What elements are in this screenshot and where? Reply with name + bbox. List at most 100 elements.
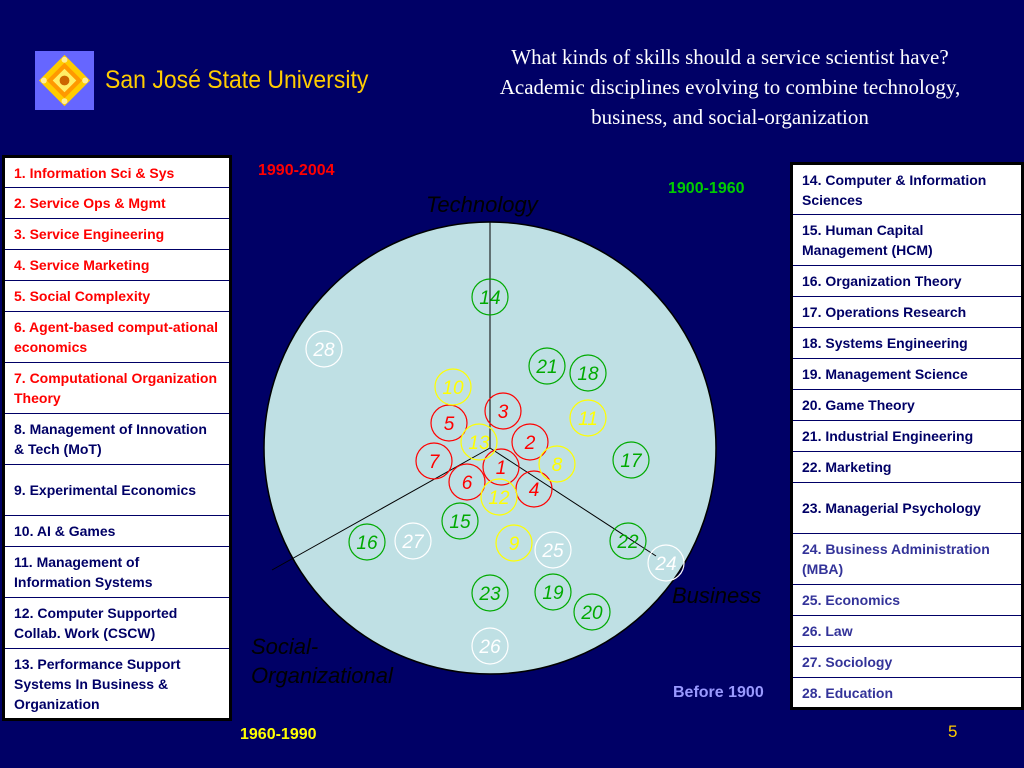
node-circle	[528, 347, 566, 385]
table-row: 5. Social Complexity	[3, 280, 231, 312]
table-cell: 18. Systems Engineering	[791, 327, 1023, 359]
table-cell: 10. AI & Games	[3, 515, 231, 547]
node-circle	[534, 573, 572, 611]
table-row: 9. Experimental Economics	[3, 464, 231, 516]
table-row: 23. Managerial Psychology	[791, 482, 1023, 534]
discipline-node: 16	[348, 523, 386, 561]
node-label: 3	[498, 402, 509, 423]
node-label: 6	[462, 473, 473, 494]
table-row: 12. Computer Supported Collab. Work (CSC…	[3, 597, 231, 649]
discipline-node: 2	[511, 423, 549, 461]
table-cell: 7. Computational Organization Theory	[3, 362, 231, 414]
node-label: 4	[529, 480, 540, 501]
table-row: 18. Systems Engineering	[791, 327, 1023, 359]
table-row: 16. Organization Theory	[791, 265, 1023, 297]
discipline-node: 27	[394, 522, 432, 560]
node-circle	[415, 442, 453, 480]
node-label: 11	[578, 409, 598, 430]
table-row: 2. Service Ops & Mgmt	[3, 187, 231, 219]
node-label: 5	[444, 414, 455, 435]
table-cell: 12. Computer Supported Collab. Work (CSC…	[3, 597, 231, 649]
table-cell: 5. Social Complexity	[3, 280, 231, 312]
social-label-line-1: Social-	[251, 634, 319, 659]
table-cell: 17. Operations Research	[791, 296, 1023, 328]
table-cell: 15. Human Capital Management (HCM)	[791, 214, 1023, 266]
table-cell: 26. Law	[791, 615, 1023, 647]
node-circle	[482, 448, 520, 486]
table-cell: 20. Game Theory	[791, 389, 1023, 421]
table-cell: 22. Marketing	[791, 451, 1023, 483]
discipline-node: 15	[441, 502, 479, 540]
node-circle	[441, 502, 479, 540]
node-label: 10	[442, 378, 464, 399]
node-label: 2	[524, 433, 536, 454]
discipline-node: 22	[609, 522, 647, 560]
business-axis	[489, 447, 657, 557]
left-discipline-table: 1. Information Sci & Sys 2. Service Ops …	[2, 155, 232, 721]
node-label: 12	[488, 488, 510, 509]
social-label-line-2: Organizational	[251, 663, 393, 688]
node-label: 19	[542, 583, 564, 604]
table-cell: 21. Industrial Engineering	[791, 420, 1023, 452]
table-cell: 1. Information Sci & Sys	[3, 156, 231, 188]
table-cell: 14. Computer & Information Sciences	[791, 163, 1023, 215]
discipline-node: 8	[538, 445, 576, 483]
discipline-node: 9	[495, 524, 533, 562]
node-label: 16	[356, 533, 378, 554]
table-cell: 4. Service Marketing	[3, 249, 231, 281]
node-label: 15	[449, 512, 471, 533]
table-row: 8. Management of Innovation & Tech (MoT)	[3, 413, 231, 465]
table-cell: 27. Sociology	[791, 646, 1023, 678]
table-cell: 9. Experimental Economics	[3, 464, 231, 516]
node-circle	[434, 368, 472, 406]
period-1990-2004: 1990-2004	[258, 162, 335, 179]
node-circle	[511, 423, 549, 461]
title-line-3: business, and social-organization	[591, 105, 869, 129]
table-cell: 24. Business Administration (MBA)	[791, 533, 1023, 585]
node-circle	[534, 531, 572, 569]
right-discipline-table: 14. Computer & Information Sciences 15. …	[790, 162, 1024, 710]
discipline-node: 25	[534, 531, 572, 569]
table-row: 7. Computational Organization Theory	[3, 362, 231, 414]
discipline-node: 1	[482, 448, 520, 486]
discipline-node: 17	[612, 441, 650, 479]
period-before-1900: Before 1900	[673, 684, 764, 701]
table-row: 3. Service Engineering	[3, 218, 231, 250]
table-cell: 28. Education	[791, 677, 1023, 709]
node-circle	[305, 330, 343, 368]
node-label: 21	[535, 357, 557, 378]
table-row: 15. Human Capital Management (HCM)	[791, 214, 1023, 266]
table-row: 4. Service Marketing	[3, 249, 231, 281]
discipline-node: 6	[448, 463, 486, 501]
node-circle	[394, 522, 432, 560]
discipline-node: 10	[434, 368, 472, 406]
business-label: Business	[672, 583, 762, 608]
node-circle	[471, 278, 509, 316]
discipline-node: 14	[471, 278, 509, 316]
table-row: 6. Agent-based comput-ational economics	[3, 311, 231, 363]
node-label: 24	[654, 554, 676, 575]
node-circle	[471, 627, 509, 665]
table-row: 19. Management Science	[791, 358, 1023, 390]
table-row: 1. Information Sci & Sys	[3, 156, 231, 188]
table-row: 26. Law	[791, 615, 1023, 647]
node-label: 17	[620, 451, 643, 472]
table-cell: 25. Economics	[791, 584, 1023, 616]
node-circle	[484, 392, 522, 430]
node-label: 14	[479, 288, 500, 309]
table-cell: 19. Management Science	[791, 358, 1023, 390]
discipline-node: 4	[515, 470, 553, 508]
table-row: 14. Computer & Information Sciences	[791, 163, 1023, 215]
social-organizational-label: Social- Organizational	[251, 632, 393, 690]
discipline-node: 13	[460, 423, 498, 461]
node-circle	[573, 593, 611, 631]
discipline-node: 11	[569, 399, 607, 437]
discipline-node: 7	[415, 442, 453, 480]
table-cell: 13. Performance Support Systems In Busin…	[3, 648, 231, 720]
discipline-node: 20	[573, 593, 611, 631]
table-cell: 6. Agent-based comput-ational economics	[3, 311, 231, 363]
table-row: 17. Operations Research	[791, 296, 1023, 328]
table-row: 28. Education	[791, 677, 1023, 709]
